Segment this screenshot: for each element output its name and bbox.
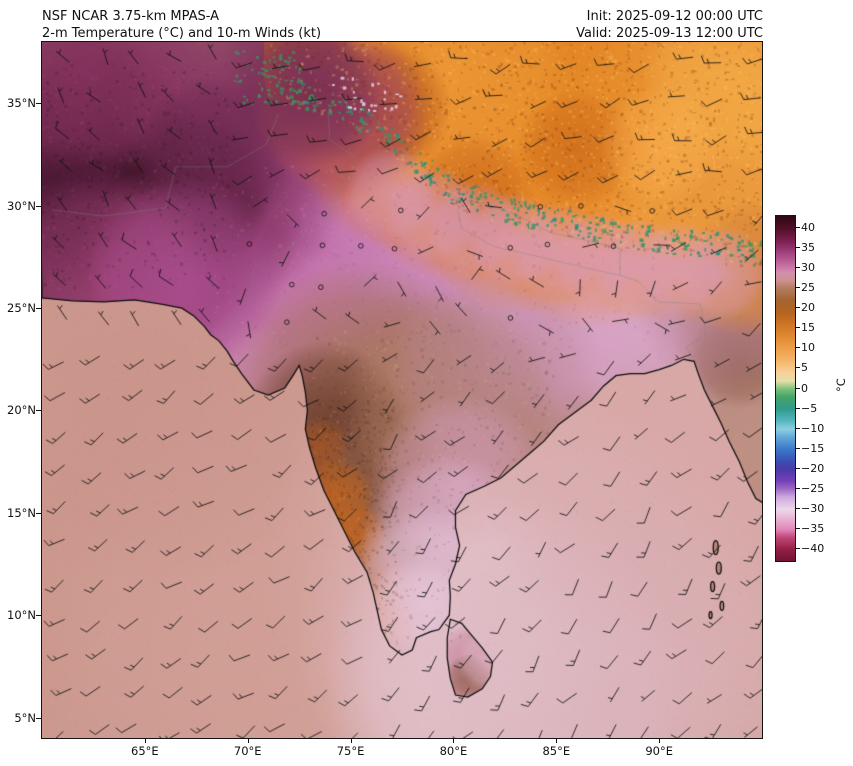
model-title: NSF NCAR 3.75-km MPAS-A [42, 9, 220, 24]
colorbar-tick-label: 20 [801, 301, 815, 315]
lon-tick-label: 85°E [542, 744, 571, 758]
colorbar-tick-label: 5 [801, 361, 808, 375]
colorbar-tick-label: 40 [801, 221, 815, 235]
header-right: Init: 2025-09-12 00:00 UTC Valid: 2025-0… [576, 8, 763, 42]
colorbar-tick-label: 25 [801, 281, 815, 295]
lat-tick-mark [36, 615, 41, 617]
lon-tick-mark [659, 739, 661, 743]
lon-tick-mark [453, 739, 455, 743]
colorbar-tick-label: −20 [801, 461, 825, 475]
colorbar-tick-mark [796, 547, 800, 549]
lat-tick-label: 25°N [7, 301, 36, 316]
colorbar-tick-label: 10 [801, 341, 815, 355]
lon-tick-label: 80°E [439, 744, 468, 758]
lat-tick-label: 35°N [7, 96, 36, 111]
init-time: Init: 2025-09-12 00:00 UTC [586, 9, 763, 24]
lat-tick-mark [36, 512, 41, 514]
colorbar [775, 215, 796, 562]
lat-tick-mark [36, 717, 41, 719]
colorbar-tick-mark [796, 347, 800, 349]
lat-tick-label: 5°N [14, 710, 36, 725]
lon-tick-mark [556, 739, 558, 743]
map-plot [41, 41, 763, 739]
lat-tick-label: 30°N [7, 198, 36, 213]
lon-tick-label: 70°E [233, 744, 262, 758]
lon-tick-label: 75°E [336, 744, 365, 758]
colorbar-tick-label: −25 [801, 481, 825, 495]
colorbar-tick-mark [796, 227, 800, 229]
map-canvas [42, 42, 762, 738]
lat-tick-mark [36, 410, 41, 412]
colorbar-tick-label: −40 [801, 541, 825, 555]
lon-tick-mark [144, 739, 146, 743]
lon-tick-label: 90°E [645, 744, 673, 758]
colorbar-tick-label: −30 [801, 501, 825, 515]
lat-tick-label: 20°N [7, 403, 36, 418]
colorbar-tick-mark [796, 407, 800, 409]
variable-title: 2-m Temperature (°C) and 10-m Winds (kt) [42, 26, 322, 41]
colorbar-tick-mark [796, 327, 800, 329]
colorbar-tick-mark [796, 247, 800, 249]
lon-tick-mark [350, 739, 352, 743]
colorbar-tick-mark [796, 467, 800, 469]
colorbar-tick-label: −15 [801, 441, 825, 455]
colorbar-tick-label: −5 [801, 401, 818, 415]
colorbar-tick-label: −10 [801, 421, 825, 435]
colorbar-tick-label: 0 [801, 381, 808, 395]
lon-tick-label: 65°E [131, 744, 159, 758]
header-left: NSF NCAR 3.75-km MPAS-A 2-m Temperature … [42, 8, 321, 42]
colorbar-tick-mark [796, 527, 800, 529]
colorbar-tick-mark [796, 307, 800, 309]
colorbar-tick-mark [796, 427, 800, 429]
colorbar-tick-mark [796, 487, 800, 489]
lon-tick-mark [247, 739, 249, 743]
colorbar-unit-label: °C [834, 378, 848, 392]
colorbar-tick-mark [796, 367, 800, 369]
colorbar-tick-label: 30 [801, 261, 815, 275]
lat-tick-mark [36, 205, 41, 207]
lat-tick-label: 15°N [7, 505, 36, 520]
lat-tick-mark [36, 308, 41, 310]
lat-tick-mark [36, 103, 41, 105]
colorbar-tick-mark [796, 447, 800, 449]
colorbar-tick-mark [796, 507, 800, 509]
colorbar-tick-mark [796, 287, 800, 289]
colorbar-gradient [776, 216, 795, 561]
colorbar-tick-label: 35 [801, 241, 815, 255]
valid-time: Valid: 2025-09-13 12:00 UTC [576, 26, 763, 41]
colorbar-tick-mark [796, 267, 800, 269]
lat-tick-label: 10°N [7, 608, 36, 623]
colorbar-tick-label: −35 [801, 521, 825, 535]
colorbar-tick-label: 15 [801, 321, 815, 335]
colorbar-tick-mark [796, 387, 800, 389]
